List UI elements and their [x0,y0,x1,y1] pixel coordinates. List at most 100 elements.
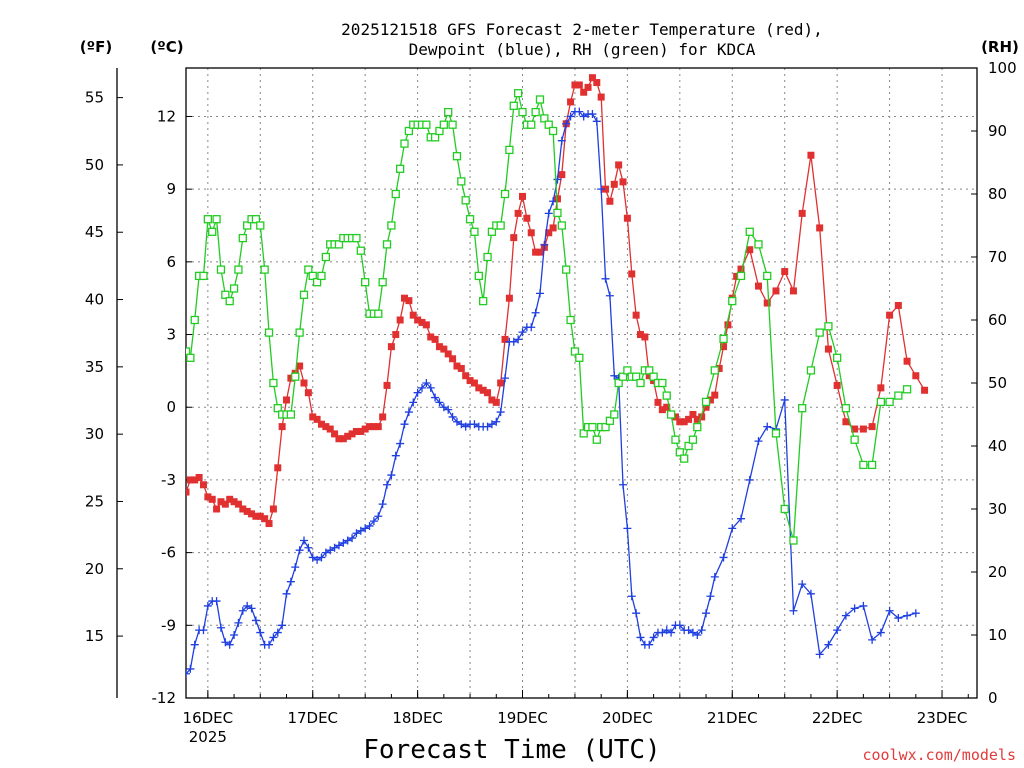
rh-tick-label: 40 [988,437,1007,455]
rh-point [575,353,584,362]
dewpoint-point [662,626,671,635]
rh-point [391,189,400,199]
rh-point [610,410,619,419]
dewpoint-point [535,289,544,298]
rh-point [374,309,383,318]
temperature-point [252,512,260,520]
celsius-tick-label: 0 [166,398,176,416]
celsius-tick-label: -12 [152,689,177,707]
dewpoint-point [348,534,357,543]
dewpoint-point [876,628,885,637]
temperature-point [466,377,474,385]
temperature-point [462,372,470,380]
dewpoint-point [186,669,190,678]
temperature-point [851,425,859,433]
rh-point [833,353,842,362]
temperature-point [497,379,505,387]
dewpoint-point [675,621,684,630]
dewpoint-point [321,548,330,557]
x-tick-label: 21DEC [707,709,758,727]
rh-tick-label: 70 [988,248,1007,266]
temperature-point [781,268,789,276]
dewpoint-point [763,422,772,431]
temperature-point [671,413,679,421]
temperature-point [248,510,256,518]
rh-tick-label: 80 [988,185,1007,203]
dewpoint-point [496,408,505,417]
temperature-point [859,425,867,433]
rh-point [562,265,571,274]
rh-point [867,460,877,470]
dewpoint-point [313,555,322,564]
dewpoint-point [562,119,571,128]
dewpoint-point [566,112,575,121]
temperature-point [553,195,561,203]
temperature-point [514,209,522,217]
temperature-point [689,411,697,418]
temperature-point [763,299,771,307]
dewpoint-point [737,514,746,523]
temperature-point [296,362,304,370]
temperature-point [243,507,251,515]
dewpoint-point [387,471,396,480]
dewpoint-point [544,209,553,218]
rh-point [256,221,265,230]
rh-point [701,397,711,407]
dewpoint-point [178,670,186,678]
dewpoint-point [291,563,300,572]
dewpoint-point [815,650,824,659]
dewpoint-point [378,500,387,509]
dewpoint-line [186,110,916,675]
rh-point [841,404,851,413]
dewpoint-point [452,417,461,426]
temperature-point [414,316,422,324]
rh-point [570,347,580,356]
temperature-point [619,178,627,186]
rh-point [636,378,645,388]
dewpoint-point [483,422,492,431]
temperature-point [195,474,203,481]
rh-point [361,278,370,287]
temperature-point [921,386,929,394]
dewpoint-point [688,628,697,637]
dewpoint-point [492,417,501,426]
rh-point [885,397,894,407]
dewpoint-point [702,609,711,618]
temperature-point [335,435,343,443]
temperature-point [396,316,404,324]
dewpoint-point [706,592,715,601]
rh-point [680,454,689,463]
temperature-point [654,398,662,406]
dewpoint-point [417,383,426,392]
dewpoint-point [806,589,815,598]
rh-point [789,536,798,545]
dewpoint-point [605,291,614,300]
dewpoint-point [286,577,295,586]
temperature-point [470,379,478,387]
dewpoint-point [435,398,444,407]
rh-point [312,278,322,287]
dewpoint-point [444,405,453,414]
rh-point [221,290,230,299]
dewpoint-point [361,524,370,533]
dewpoint-point [230,631,239,639]
temperature-point [269,505,277,513]
temperature-point [186,476,194,484]
temperature-point [278,423,286,431]
rh-point [548,126,558,136]
dewpoint-point [221,638,230,647]
temperature-point [479,386,487,394]
temperature-point [265,520,273,528]
rh-point [474,271,483,281]
temperature-point [405,297,413,305]
temperature-point [868,423,876,431]
dewpoint-point [365,521,374,530]
temperature-point [357,427,365,435]
temperature-point [746,246,754,254]
temperature-point [379,413,387,421]
dewpoint-point [658,628,667,637]
rh-point [199,271,208,281]
dewpoint-point [278,621,287,630]
rh-point [902,385,912,394]
temperature-point [733,272,741,280]
